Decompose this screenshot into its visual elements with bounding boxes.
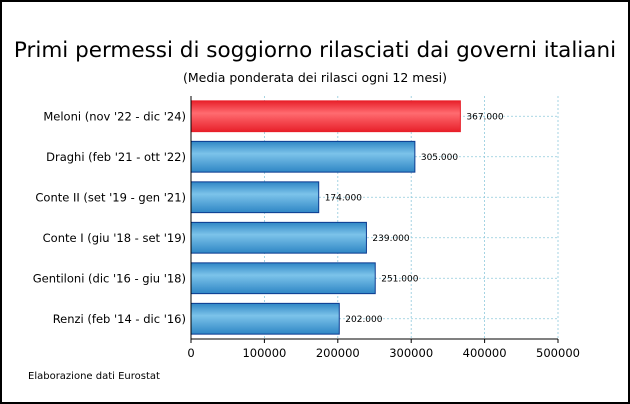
category-label: Conte I (giu '18 - set '19): [43, 231, 186, 245]
bar: [190, 302, 340, 335]
x-tick-label: 100000: [242, 346, 286, 360]
data-label: 251.000: [381, 274, 418, 284]
category-label: Draghi (feb '21 - ott '22): [46, 150, 186, 164]
category-label: Gentiloni (dic '16 - giu '18): [33, 271, 186, 285]
x-tick-label: 0: [187, 346, 194, 360]
bar: [190, 181, 320, 214]
category-label: Meloni (nov '22 - dic '24): [43, 109, 186, 123]
x-tick-label: 500000: [536, 346, 580, 360]
x-tick-label: 200000: [316, 346, 360, 360]
data-label: 305.000: [421, 153, 458, 163]
data-label: 174.000: [325, 193, 362, 203]
bar: [190, 262, 376, 295]
chart-subtitle: (Media ponderata dei rilasci ogni 12 mes…: [182, 70, 448, 85]
data-label: 202.000: [345, 315, 382, 325]
data-label: 367.000: [466, 112, 503, 122]
data-label: 239.000: [372, 234, 409, 244]
category-label: Renzi (feb '14 - dic '16): [53, 312, 186, 326]
chart-title: Primi permessi di soggiorno rilasciati d…: [13, 38, 617, 63]
x-tick-label: 400000: [463, 346, 507, 360]
bar: [190, 221, 367, 254]
x-tick-label: 300000: [389, 346, 433, 360]
bar: [190, 140, 416, 173]
bar: [190, 100, 461, 133]
category-label: Conte II (set '19 - gen '21): [35, 190, 186, 204]
source-note: Elaborazione dati Eurostat: [28, 371, 160, 382]
